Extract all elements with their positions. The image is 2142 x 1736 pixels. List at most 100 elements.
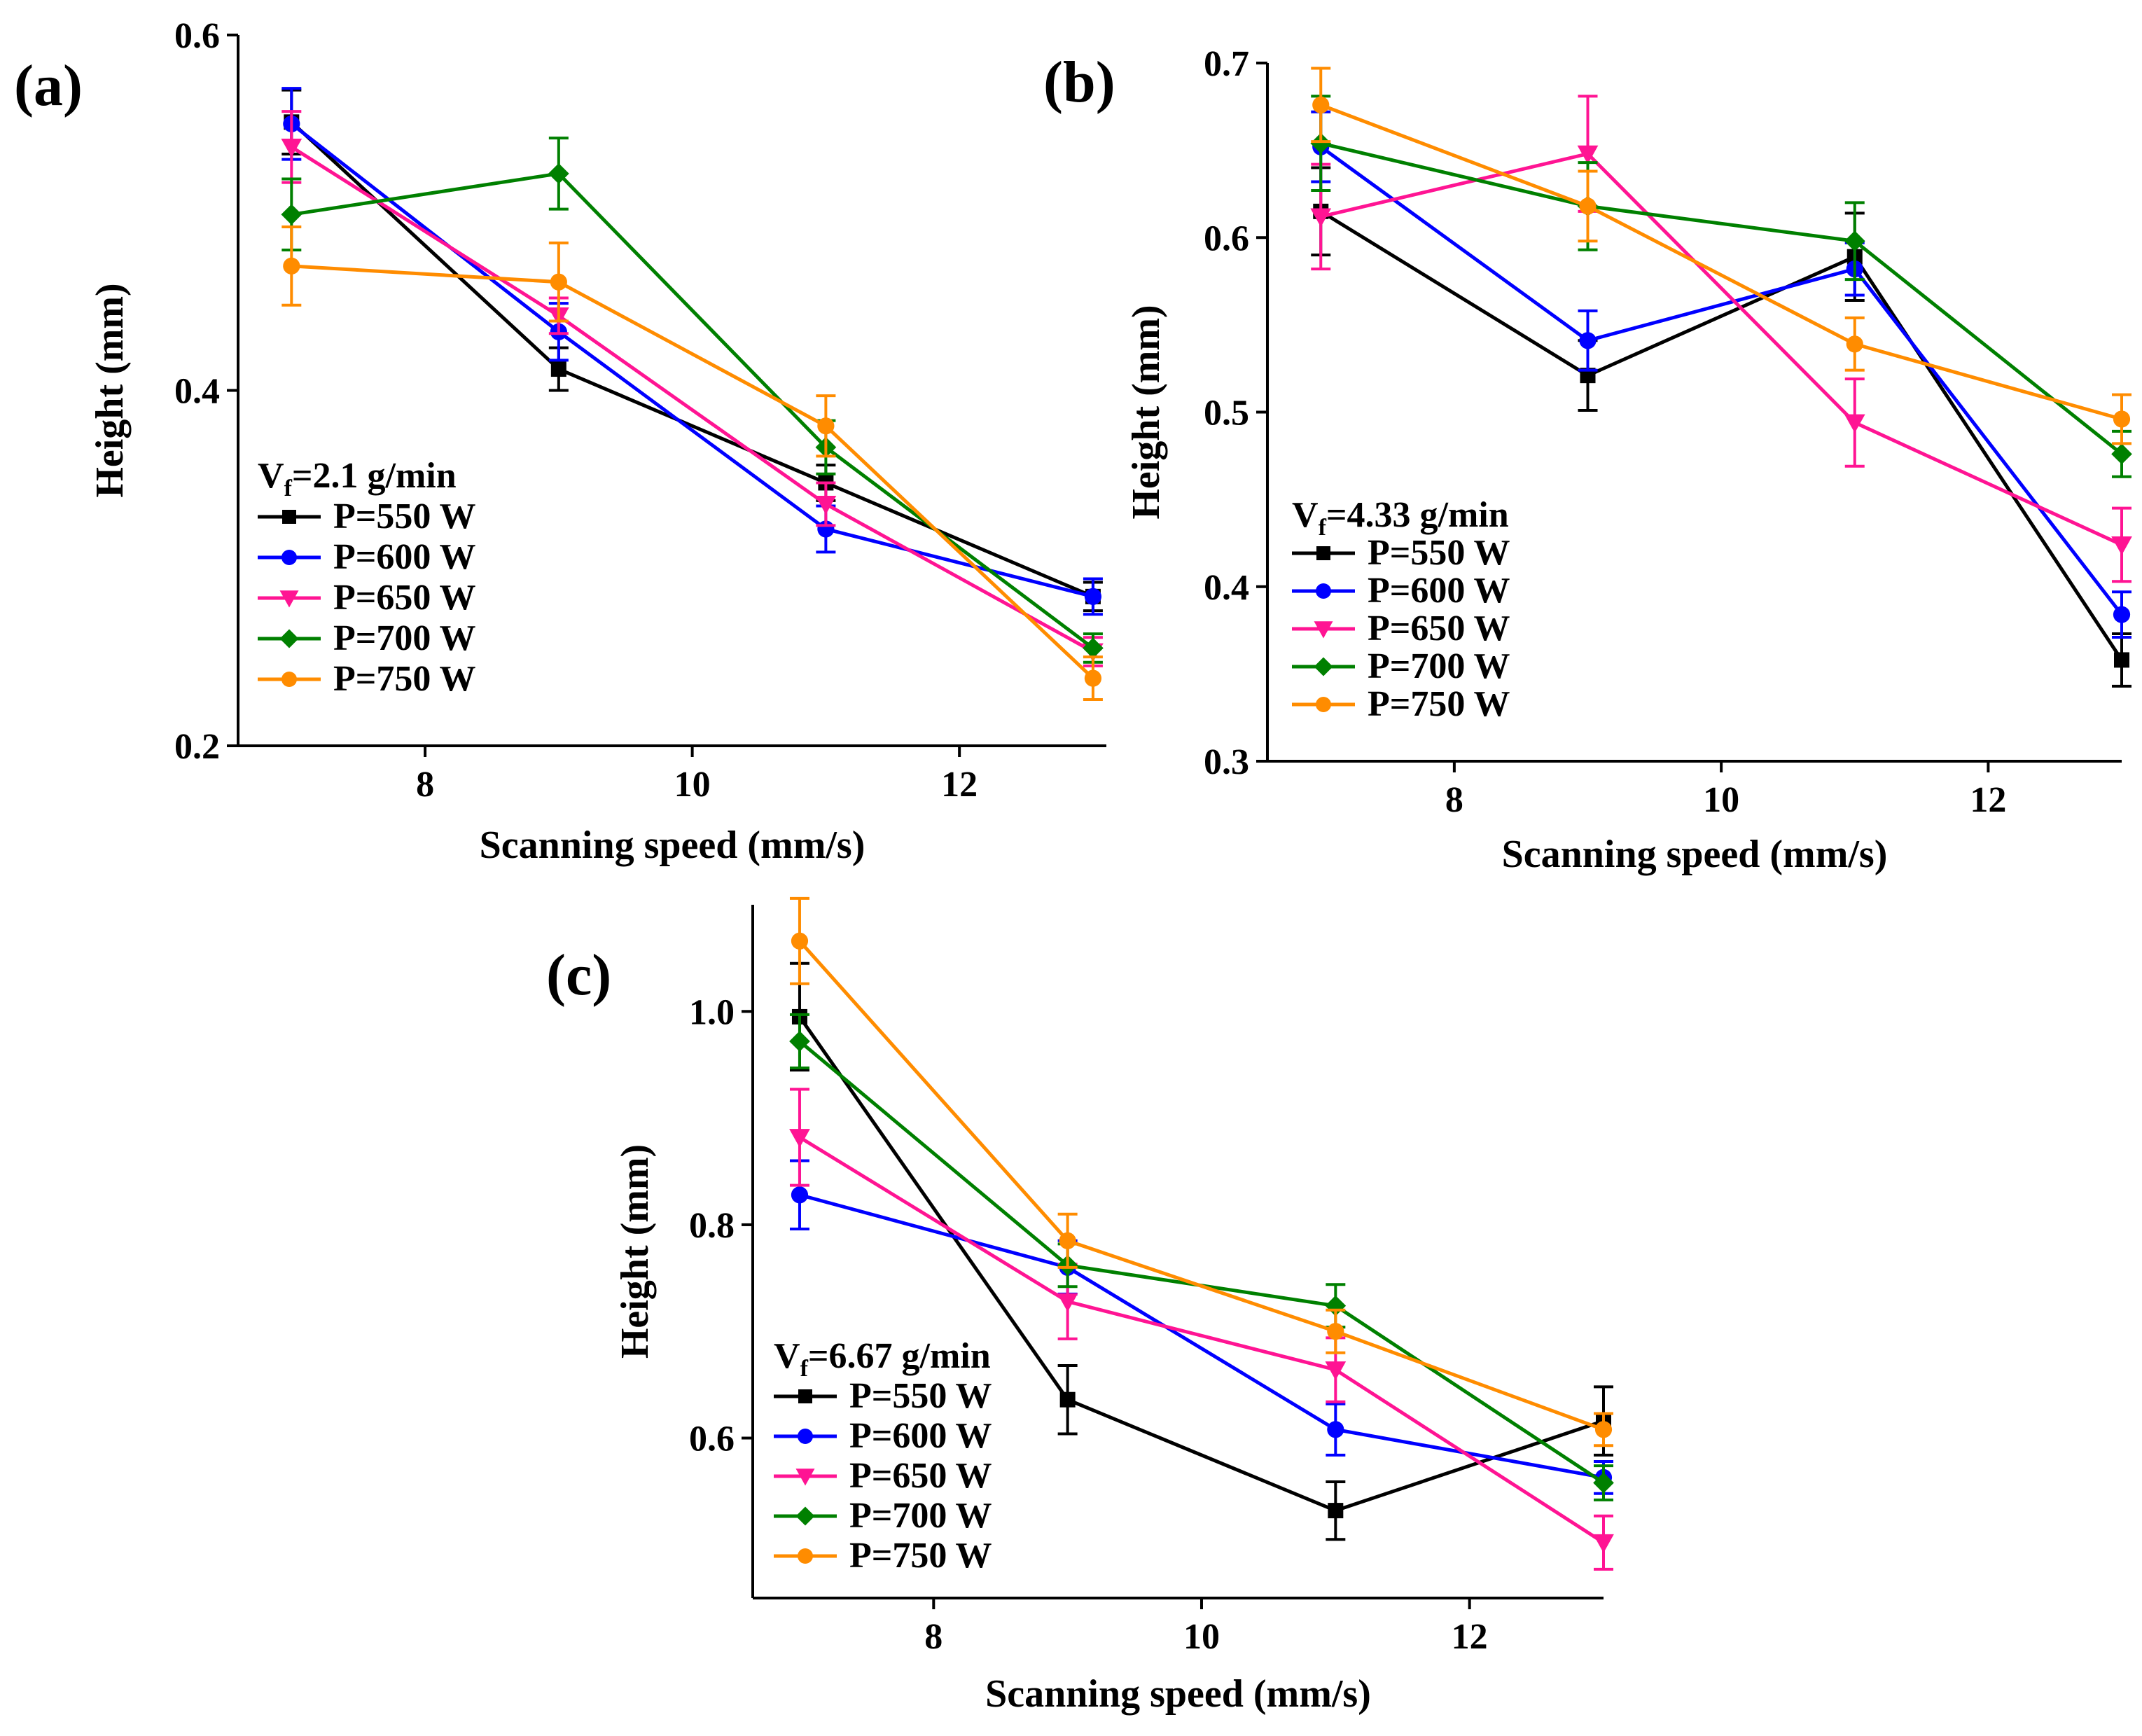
data-point: [1310, 132, 1332, 154]
data-point: [2113, 410, 2131, 428]
legend-marker: [1316, 546, 1330, 560]
series-line: [798, 940, 1604, 1431]
legend-item: P=600 W: [774, 1416, 992, 1456]
data-point: [1057, 1293, 1078, 1312]
data-point: [550, 273, 567, 291]
legend-marker: [279, 629, 299, 648]
legend-label: P=550 W: [333, 497, 475, 536]
series-line: [290, 122, 1094, 599]
x-tick-label: 8: [416, 765, 434, 805]
legend-marker: [1316, 697, 1331, 712]
legend-item: P=600 W: [1292, 571, 1510, 611]
panel-label: (b): [1043, 50, 1115, 115]
legend-label: P=550 W: [1368, 533, 1510, 573]
data-point: [1327, 1323, 1344, 1340]
y-tick-label: 0.6: [1204, 218, 1249, 258]
data-point: [283, 257, 300, 275]
legend-item: P=750 W: [774, 1536, 992, 1576]
y-tick-label: 0.4: [174, 372, 220, 412]
legend-item: P=650 W: [258, 578, 475, 618]
y-tick-label: 0.7: [1204, 44, 1249, 84]
data-point: [281, 138, 302, 158]
data-point: [550, 361, 566, 377]
legend-item: P=700 W: [258, 618, 475, 658]
legend-marker: [281, 672, 297, 687]
data-point: [2114, 652, 2129, 668]
x-axis-label: Scanning speed (mm/s): [1502, 833, 1888, 876]
series-line: [799, 1193, 1604, 1480]
y-tick-label: 1.0: [689, 992, 735, 1032]
data-point: [1084, 588, 1102, 605]
legend-marker: [798, 1429, 813, 1444]
legend-label: P=550 W: [849, 1376, 992, 1416]
legend-label: P=700 W: [1368, 646, 1510, 686]
data-point: [1084, 669, 1102, 687]
legend-marker: [795, 1506, 815, 1526]
series-line: [798, 1135, 1605, 1544]
legend-marker: [282, 510, 296, 524]
x-tick-label: 10: [674, 765, 711, 805]
legend-item: P=550 W: [258, 497, 475, 536]
x-tick-label: 8: [1445, 780, 1463, 820]
legend-item: P=550 W: [1292, 533, 1510, 573]
legend-label: P=750 W: [1368, 684, 1510, 724]
y-axis-label: Height (mm): [88, 283, 132, 497]
data-point: [791, 1186, 809, 1204]
data-point: [1593, 1472, 1614, 1494]
x-axis-label: Scanning speed (mm/s): [480, 824, 865, 867]
x-tick-label: 12: [941, 765, 978, 805]
chart-panel-1: (a) 0.2 0.4 0.6 8 10 12 Scanning speed (mm/s) He…: [14, 16, 1106, 867]
data-point: [789, 1031, 810, 1052]
data-point: [2111, 536, 2132, 555]
legend-item: P=550 W: [774, 1376, 992, 1416]
series-line: [1320, 141, 2123, 456]
data-point: [789, 1129, 810, 1148]
x-tick-label: 12: [1452, 1617, 1488, 1657]
data-point: [815, 496, 837, 515]
legend-item: P=600 W: [258, 537, 475, 577]
legend-label: P=650 W: [333, 578, 475, 618]
legend-marker: [798, 1548, 813, 1564]
series-P750: [1311, 67, 2131, 445]
data-point: [791, 932, 809, 950]
legend-label: P=650 W: [849, 1456, 992, 1496]
data-point: [1328, 1503, 1344, 1519]
legend-marker: [1314, 621, 1333, 639]
y-tick-label: 0.4: [1204, 568, 1249, 608]
data-point: [1593, 1534, 1614, 1553]
data-point: [2113, 606, 2131, 623]
data-point: [1312, 96, 1330, 113]
legend-item: P=750 W: [258, 659, 475, 699]
y-axis-label: Height (mm): [613, 1144, 657, 1359]
data-point: [2111, 443, 2132, 465]
data-point: [1083, 637, 1104, 659]
legend-marker: [279, 590, 299, 608]
legend-label: P=750 W: [333, 659, 475, 699]
series-line: [1319, 145, 2123, 616]
y-tick-label: 0.2: [174, 727, 220, 767]
data-point: [1577, 145, 1599, 165]
legend-label: P=650 W: [1368, 609, 1510, 648]
x-tick-label: 12: [1970, 780, 2006, 820]
legend-marker: [795, 1468, 815, 1486]
x-axis-label: Scanning speed (mm/s): [985, 1672, 1371, 1716]
y-tick-label: 0.6: [174, 16, 220, 56]
data-point: [1844, 230, 1865, 252]
data-point: [548, 163, 569, 184]
data-point: [1327, 1421, 1344, 1438]
legend-marker: [798, 1389, 812, 1403]
x-tick-label: 8: [924, 1617, 943, 1657]
legend-marker: [281, 550, 297, 565]
series-line: [290, 145, 1094, 653]
x-tick-label: 10: [1183, 1617, 1220, 1657]
data-point: [1579, 332, 1597, 349]
series-line: [1320, 103, 2122, 421]
chart-panel-3: (c) 0.6 0.8 1.0 8 10 12 Scanning speed (mm/s) He…: [546, 896, 1614, 1716]
legend-label: P=750 W: [849, 1536, 992, 1576]
legend-item: P=650 W: [774, 1456, 992, 1496]
legend-label: P=600 W: [1368, 571, 1510, 611]
